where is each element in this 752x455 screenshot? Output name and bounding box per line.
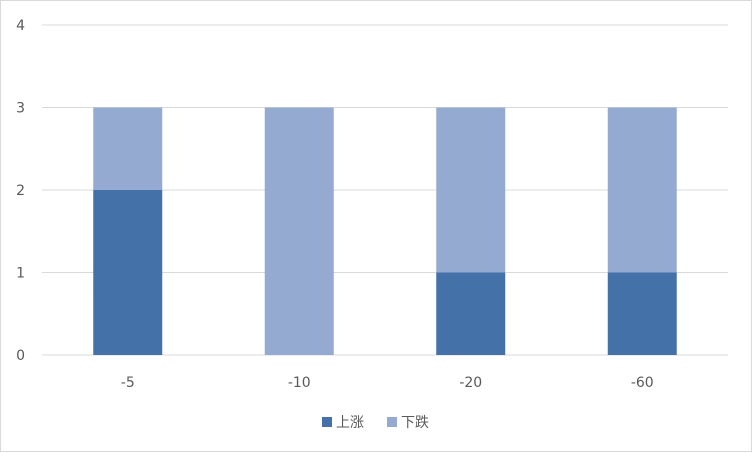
bar--5-下跌 xyxy=(93,107,163,190)
bar--5-上涨 xyxy=(93,190,163,355)
legend-swatch xyxy=(387,417,397,427)
legend-label: 上涨 xyxy=(336,415,364,431)
y-tick-label: 2 xyxy=(16,183,25,199)
bar--60-上涨 xyxy=(607,272,677,355)
y-tick-label: 3 xyxy=(16,101,25,117)
bar--20-上涨 xyxy=(436,272,506,355)
y-tick-label: 4 xyxy=(16,18,25,34)
legend-label: 下跌 xyxy=(401,415,429,431)
x-tick-label: -20 xyxy=(459,375,482,391)
y-tick-label: 1 xyxy=(16,266,25,282)
x-tick-label: -60 xyxy=(631,375,654,391)
legend: 上涨 下跌 xyxy=(322,415,429,431)
x-axis: -5 -10 -20 -60 xyxy=(121,375,654,391)
x-tick-label: -5 xyxy=(121,375,135,391)
y-axis: 0 1 2 3 4 xyxy=(16,18,25,364)
bars xyxy=(93,107,677,355)
legend-swatch xyxy=(322,417,332,427)
bar--20-下跌 xyxy=(436,107,506,273)
y-tick-label: 0 xyxy=(16,348,25,364)
bar--60-下跌 xyxy=(607,107,677,273)
bar--10-下跌 xyxy=(264,107,334,355)
x-tick-label: -10 xyxy=(288,375,311,391)
